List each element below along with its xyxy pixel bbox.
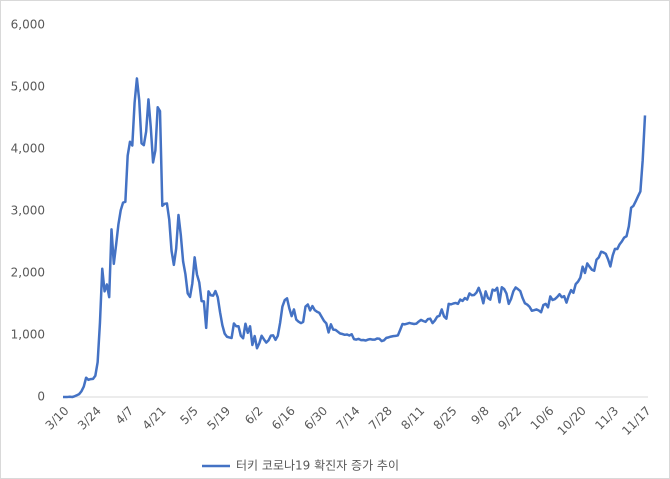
y-tick-label: 5,000 [11,80,45,94]
y-tick-label: 1,000 [11,328,45,342]
legend-label: 터키 코로나19 확진자 증가 추이 [236,459,399,473]
y-tick-label: 2,000 [11,266,45,280]
line-series [62,77,647,399]
y-tick-label: 0 [37,390,45,404]
y-tick-label: 3,000 [11,204,45,218]
y-tick-label: 4,000 [11,142,45,156]
y-tick-label: 6,000 [11,18,45,32]
